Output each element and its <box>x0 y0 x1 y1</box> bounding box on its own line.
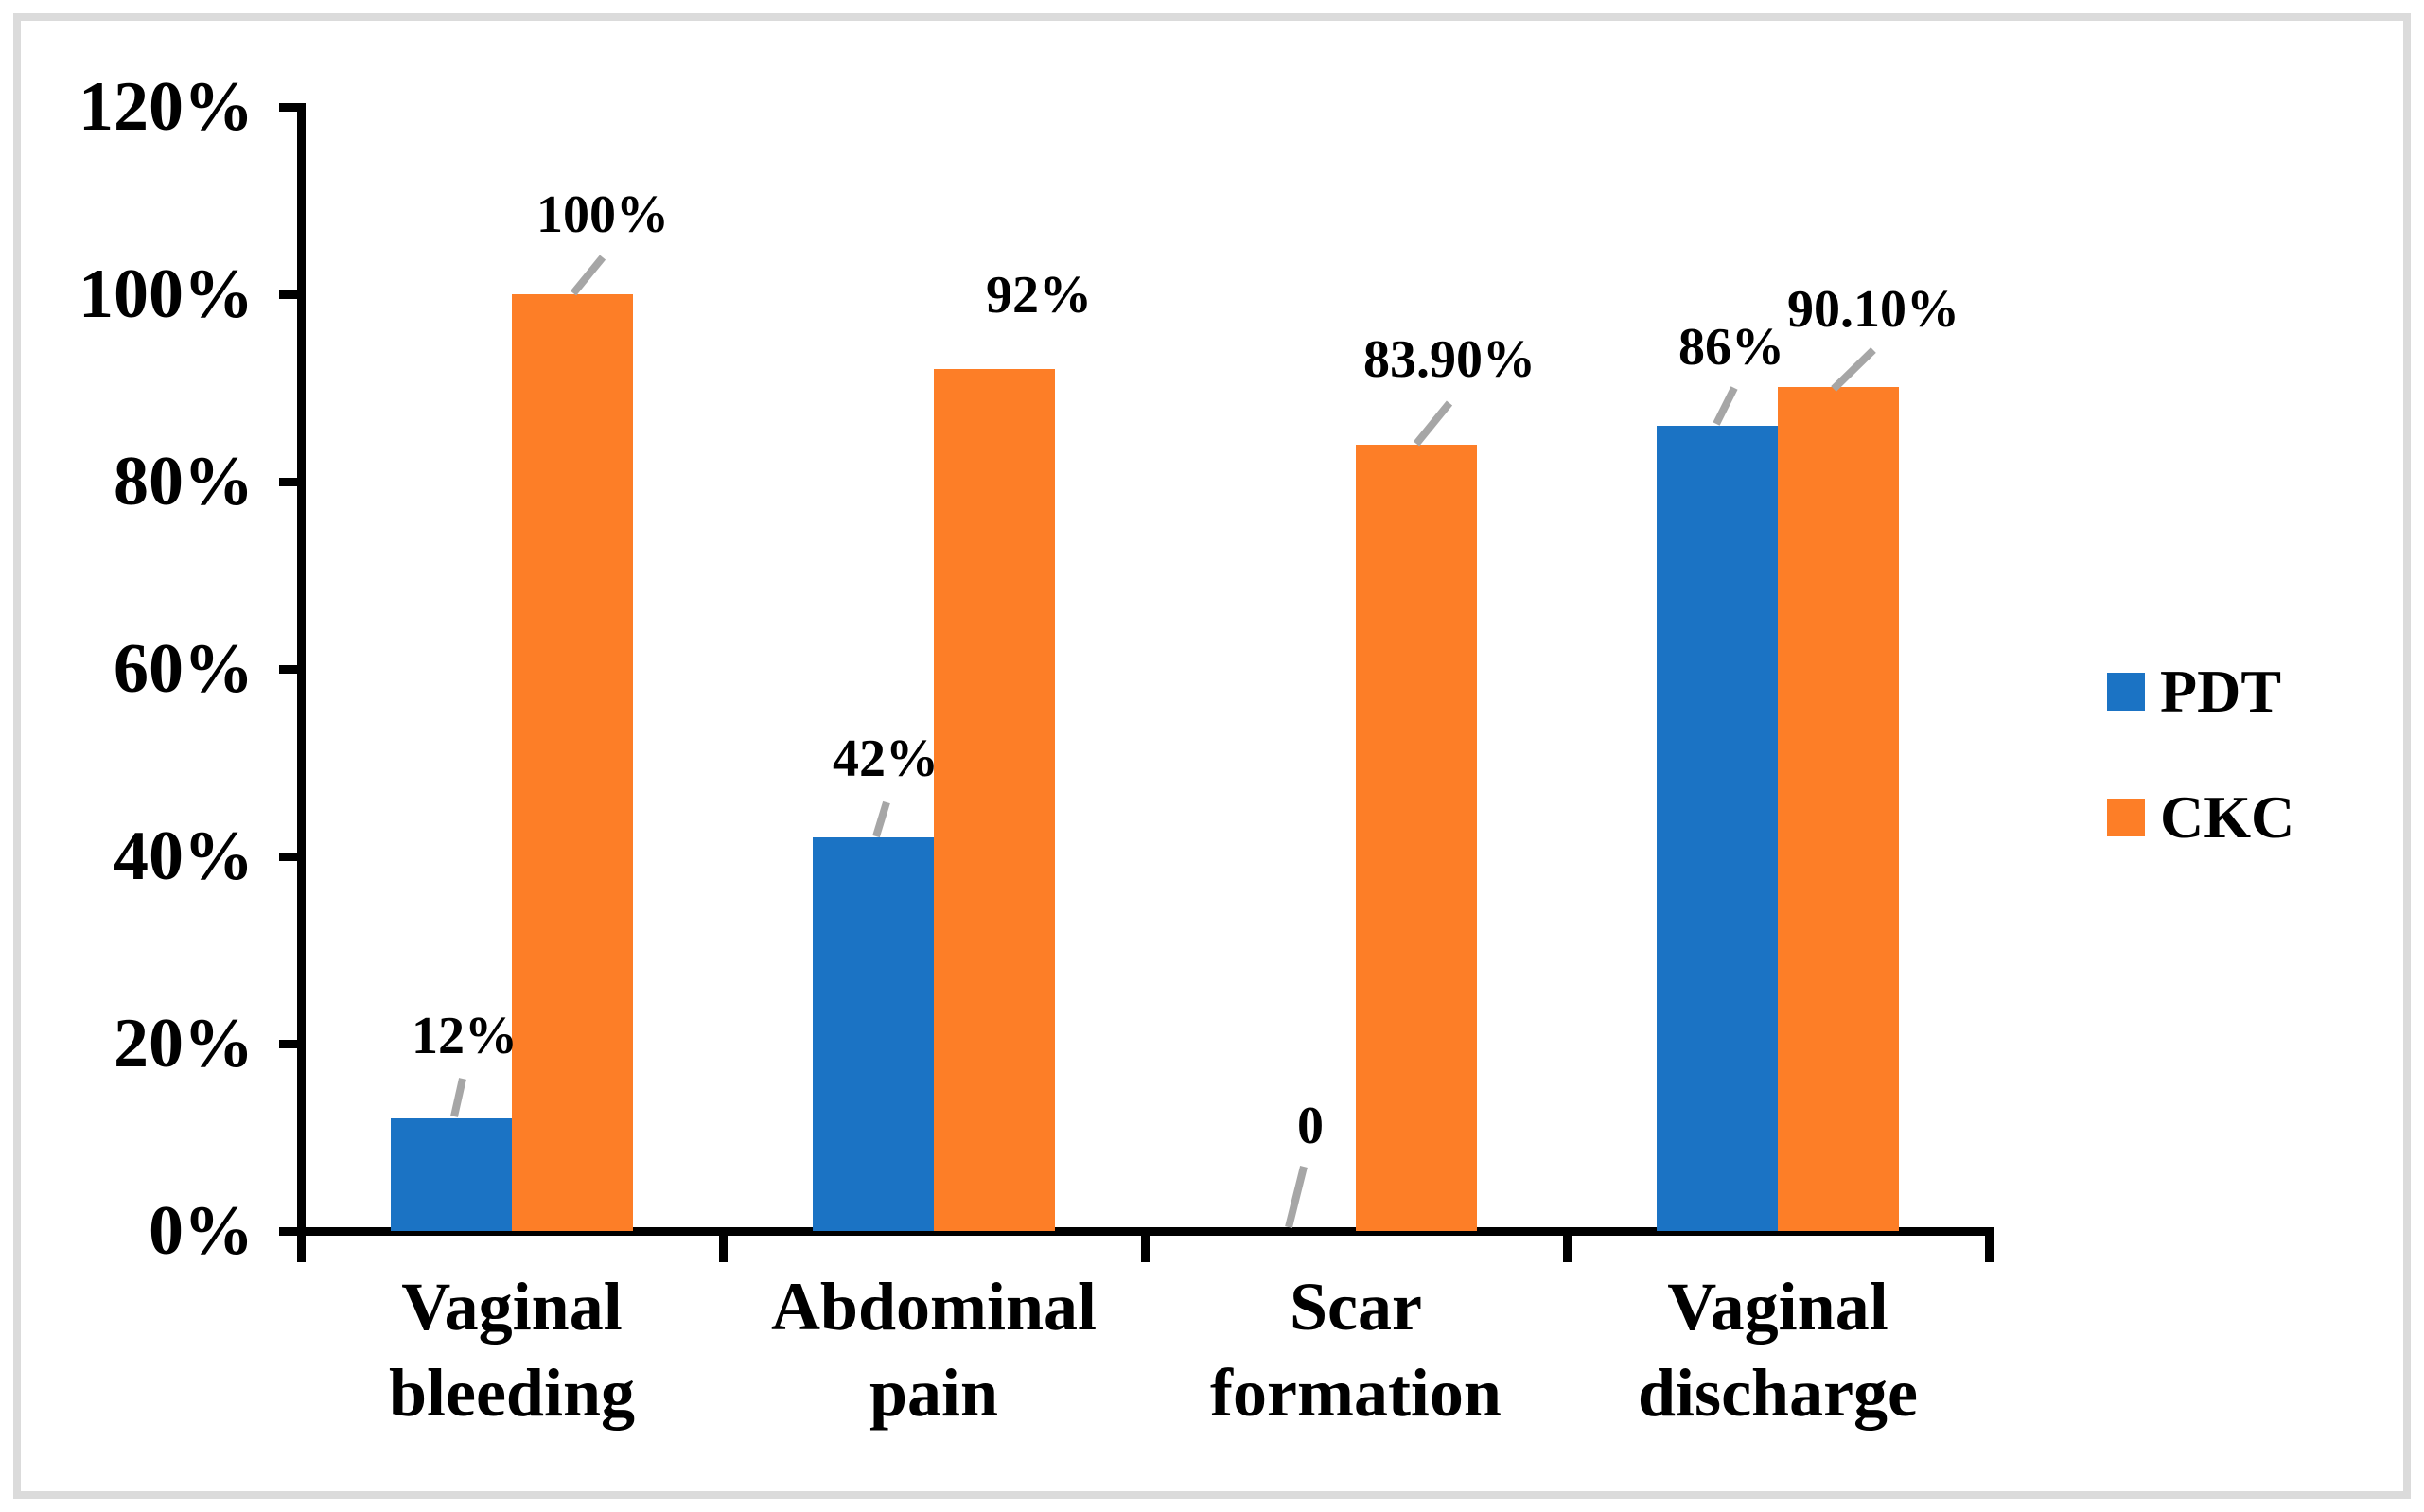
y-axis-tick <box>279 102 297 112</box>
leader-line <box>1413 400 1453 447</box>
y-axis-tick-label: 80% <box>114 443 254 520</box>
bar-pdt <box>813 837 934 1231</box>
y-axis-tick <box>279 1226 297 1236</box>
y-axis-tick <box>279 852 297 861</box>
legend-item-ckc: CKC <box>2107 787 2294 848</box>
legend-label-pdt: PDT <box>2160 658 2281 725</box>
leader-line <box>570 255 606 296</box>
category-label: Scar formation <box>1210 1269 1502 1432</box>
bar-pdt <box>1657 425 1778 1231</box>
data-label-pdt: 12% <box>412 1007 518 1065</box>
y-axis-tick-label: 0% <box>149 1192 254 1270</box>
y-axis-tick <box>279 664 297 674</box>
legend-item-pdt: PDT <box>2107 661 2281 722</box>
leader-line <box>450 1078 466 1117</box>
legend-swatch-pdt-icon <box>2107 673 2145 711</box>
data-label-ckc: 100% <box>536 185 669 244</box>
bar-ckc <box>512 294 633 1231</box>
bar-ckc <box>1778 387 1899 1231</box>
data-label-pdt: 42% <box>833 730 939 788</box>
x-axis-tick <box>1984 1231 1994 1262</box>
data-label-ckc: 90.10% <box>1787 280 1959 339</box>
x-axis-tick <box>1140 1231 1150 1262</box>
leader-line <box>1831 347 1876 392</box>
legend-label-ckc: CKC <box>2160 783 2295 851</box>
bar-ckc <box>1356 445 1477 1231</box>
data-label-ckc: 92% <box>986 266 1092 325</box>
category-label: Abdominal pain <box>770 1269 1098 1432</box>
y-axis-tick <box>279 290 297 299</box>
legend: PDT CKC <box>2107 0 2419 1512</box>
y-axis-tick-label: 60% <box>114 630 254 708</box>
y-axis-line <box>297 102 306 1262</box>
leader-line <box>872 800 890 838</box>
y-axis-tick <box>279 1039 297 1048</box>
y-axis-tick-label: 20% <box>114 1005 254 1082</box>
bar-ckc <box>934 369 1055 1231</box>
x-axis-tick <box>1562 1231 1572 1262</box>
data-label-ckc: 83.90% <box>1363 330 1536 389</box>
y-axis-tick-label: 120% <box>79 68 254 146</box>
data-label-pdt: 86% <box>1678 318 1784 377</box>
bar-pdt <box>391 1118 512 1231</box>
category-label: Vaginal bleeding <box>388 1269 636 1432</box>
chart-frame <box>13 13 2411 1499</box>
x-axis-tick <box>718 1231 728 1262</box>
y-axis-tick-label: 40% <box>114 818 254 895</box>
y-axis-tick-label: 100% <box>79 255 254 333</box>
leader-line <box>1285 1166 1308 1228</box>
leader-line <box>1713 386 1738 426</box>
data-label-pdt: 0 <box>1297 1097 1324 1155</box>
legend-swatch-ckc-icon <box>2107 799 2145 836</box>
category-label: Vaginal discharge <box>1638 1269 1918 1432</box>
y-axis-tick <box>279 477 297 486</box>
